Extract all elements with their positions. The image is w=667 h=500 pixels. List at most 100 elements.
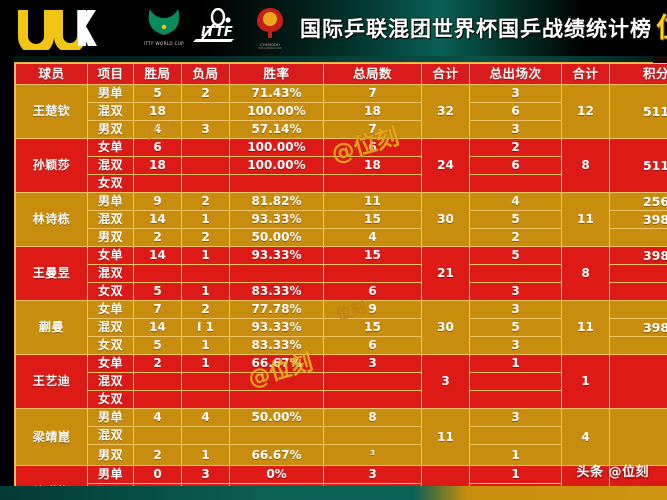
total-games-cell — [323, 372, 422, 391]
table-row: 男双 4 3 57.14% 7 3 — [16, 120, 667, 139]
win-rate-cell: 57.14% — [229, 120, 324, 139]
points-cell: 256 — [609, 192, 667, 211]
losses-cell: 4 — [181, 408, 230, 427]
wins-cell: 14 — [133, 246, 182, 265]
total-games-cell: 7 — [323, 120, 422, 139]
wins-cell: 2 — [133, 444, 182, 466]
losses-cell — [181, 372, 230, 391]
table-row: 孙颖莎 女单 6 100.00% 6 24 2 8 511 — [15, 138, 667, 193]
total-games-cell: 3 — [323, 354, 422, 373]
table-row: 男双 2 1 66.67% 3 1 — [16, 444, 667, 466]
apps-sum-cell: 11 — [561, 300, 610, 355]
col-header-win-rate: 胜率 — [229, 63, 324, 85]
losses-cell — [181, 138, 230, 157]
wins-cell: 18 — [133, 102, 182, 121]
win-rate-cell — [229, 174, 324, 193]
games-sum-cell: 24 — [421, 138, 470, 193]
chengdu-logo: CHENGDU 2024 WORLD CUP — [250, 6, 290, 50]
win-rate-cell: 0% — [229, 465, 324, 484]
appearances-cell: 3 — [469, 336, 562, 355]
wins-cell: 7 — [133, 300, 182, 319]
ittf-logo: ITTF — [192, 7, 246, 48]
losses-cell: 1 — [181, 336, 230, 355]
table-row: 女双 5 1 83.33% 6 3 — [16, 282, 667, 301]
games-sum-cell: 30 — [421, 300, 470, 355]
col-header-points: 积分 — [609, 63, 667, 85]
appearances-cell: 1 — [469, 354, 562, 373]
win-rate-cell: 77.78% — [229, 300, 324, 319]
table-row: 梁靖崑 男单 4 4 50.00% 8 11 3 4 — [15, 408, 667, 466]
weike-brand-char-1: 位 — [656, 15, 667, 42]
losses-cell: 2 — [181, 228, 230, 247]
event-name-cell: 男单 — [87, 192, 134, 211]
games-sum-cell: 21 — [421, 246, 470, 301]
appearances-cell — [469, 264, 562, 283]
games-sum-cell: 30 — [421, 192, 470, 247]
appearances-cell: 2 — [469, 228, 562, 247]
event-name-cell: 男单 — [87, 408, 134, 427]
total-games-cell — [323, 390, 422, 409]
banner-title: 国际乒联混团世界杯国乒战绩统计榜 — [300, 17, 652, 41]
col-header-losses: 负局 — [181, 63, 230, 85]
table-row: 林诗栋 男单 9 2 81.82% 11 30 4 11 256 — [15, 192, 667, 247]
win-rate-cell: 71.43% — [229, 84, 324, 103]
total-games-cell: 6 — [323, 282, 422, 301]
event-name-cell: 女双 — [87, 390, 134, 409]
event-name-cell: 男双 — [87, 120, 134, 139]
table-header-row: 球员 项目 胜局 负局 胜率 总局数 合计 总出场次 合计 积分 — [15, 63, 667, 85]
points-cell: 511 — [609, 84, 667, 139]
appearances-cell: 4 — [469, 192, 562, 211]
event-name-cell: 男单 — [87, 465, 134, 484]
points-cell: 398 — [609, 318, 667, 337]
appearances-cell: 3 — [469, 408, 562, 427]
player-name-cell: 王楚钦 — [15, 84, 88, 139]
wins-cell: 2 — [133, 354, 182, 373]
appearances-cell: 1 — [469, 444, 562, 466]
table-row: 女双 5 1 83.33% 6 3 — [16, 336, 667, 355]
appearances-cell: 2 — [469, 138, 562, 157]
losses-cell — [181, 102, 230, 121]
win-rate-cell — [229, 426, 324, 445]
wins-cell: 4 — [133, 408, 182, 427]
losses-cell: 2 — [181, 192, 230, 211]
games-sum-cell: 3 — [421, 354, 470, 409]
games-sum-cell: 32 — [421, 84, 470, 139]
win-rate-cell: 83.33% — [229, 336, 324, 355]
total-games-cell: 18 — [323, 102, 422, 121]
col-header-apps-sum: 合计 — [561, 63, 610, 85]
appearances-cell: 6 — [469, 156, 562, 175]
header-banner: ITTF WORLD CUP ITTF CHENGDU 2024 WORLD C… — [0, 0, 667, 56]
event-name-cell: 混双 — [87, 264, 134, 283]
event-name-cell: 混双 — [87, 156, 134, 175]
total-games-cell: 3 — [323, 465, 422, 484]
ittf-world-cup-caption: ITTF WORLD CUP — [144, 41, 184, 46]
ittf-world-cup-logo: ITTF WORLD CUP — [140, 6, 188, 50]
wins-cell — [133, 264, 182, 283]
appearances-cell: 1 — [469, 465, 562, 484]
table-row: 女双 — [16, 390, 667, 409]
stats-table: 球员 项目 胜局 负局 胜率 总局数 合计 总出场次 合计 积分 王楚钦 男单 5 2… — [15, 63, 667, 500]
win-rate-cell — [229, 264, 324, 283]
table-row: 女双 — [16, 174, 667, 193]
table-row: 男双 2 2 50.00% 4 2 — [16, 228, 667, 247]
wins-cell: 9 — [133, 192, 182, 211]
chengdu-caption: CHENGDU — [260, 43, 280, 47]
points-cell — [609, 264, 667, 283]
wins-cell: 18 — [133, 156, 182, 175]
total-games-cell: 18 — [323, 156, 422, 175]
appearances-cell: 6 — [469, 102, 562, 121]
apps-sum-cell: 8 — [561, 246, 610, 301]
event-name-cell: 混双 — [87, 102, 134, 121]
win-rate-cell: 100.00% — [229, 102, 324, 121]
losses-cell: 2 — [181, 300, 230, 319]
win-rate-cell: 83.33% — [229, 282, 324, 301]
total-games-cell: 3 — [323, 444, 422, 466]
appearances-cell: 3 — [469, 282, 562, 301]
apps-sum-cell: 1 — [561, 354, 610, 409]
wins-cell: 6 — [133, 138, 182, 157]
points-cell — [609, 408, 667, 466]
points-cell: 398 — [609, 246, 667, 265]
chengdu-caption-sub: 2024 WORLD CUP — [258, 47, 282, 50]
win-rate-cell: 50.00% — [229, 408, 324, 427]
